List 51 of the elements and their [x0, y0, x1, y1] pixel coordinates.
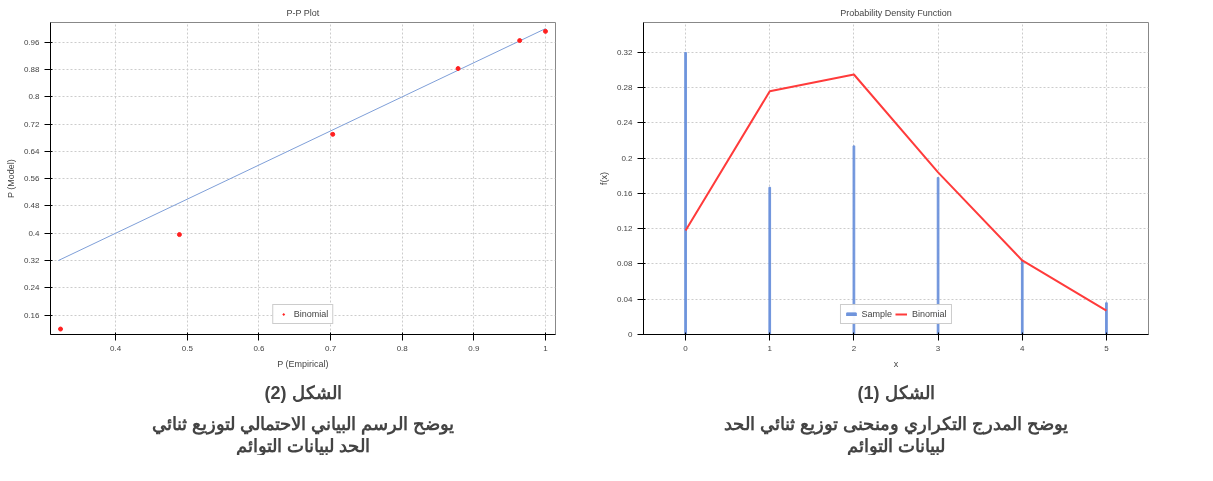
x-tick-label: 4 [1020, 343, 1026, 353]
y-tick-label: 0.32 [616, 47, 634, 57]
y-tick-label: 0.64 [23, 146, 41, 156]
point [517, 38, 523, 44]
y-tick-label: 0.2 [621, 153, 634, 163]
x-tick-label: 0.7 [325, 343, 337, 353]
y-tick-label: 0.72 [23, 119, 41, 129]
y-tick-label: 0.04 [616, 294, 634, 304]
y-axis-title: P (Model) [5, 159, 16, 199]
chart-title: P-P Plot [286, 7, 320, 18]
point [58, 326, 64, 332]
line-series [684, 73, 1108, 312]
y-axis-title: f(x) [598, 172, 609, 185]
y-tick-label: 0.8 [28, 92, 41, 102]
point [455, 66, 461, 72]
x-tick-label: 0.6 [253, 343, 266, 353]
x-tick-label: 3 [935, 343, 941, 353]
x-axis-title: P (Empirical) [277, 358, 329, 369]
x-tick-label: 0.9 [468, 343, 480, 353]
point [176, 232, 182, 238]
y-tick-label: 0.32 [23, 256, 41, 266]
chart-title: Probability Density Function [840, 7, 952, 18]
legend-label: Sample [861, 309, 892, 319]
text: الشكل (1) [857, 382, 935, 403]
y-tick-label: 0.16 [616, 188, 634, 198]
y-tick-label: 0.56 [23, 174, 41, 184]
x-tick-label: 0.5 [181, 343, 194, 353]
y-tick-label: 0.4 [28, 228, 41, 238]
point [542, 28, 548, 34]
y-tick-label: 0.48 [23, 201, 41, 211]
x-tick-label: 2 [851, 343, 857, 353]
y-tick-label: 0 [628, 330, 634, 339]
x-tick-label: 5 [1104, 343, 1110, 353]
legend-label: Binomial [912, 309, 947, 319]
x-tick-label: 0.8 [396, 343, 409, 353]
y-tick-label: 0.24 [23, 283, 41, 293]
y-tick-label: 0.24 [616, 118, 634, 128]
y-tick-label: 0.12 [616, 224, 634, 234]
y-tick-label: 0.08 [616, 259, 634, 269]
x-tick-label: 1 [767, 343, 773, 353]
x-axis-title: x [893, 358, 899, 369]
x-tick-label: 0 [683, 343, 689, 353]
y-tick-label: 0.96 [23, 37, 41, 47]
legend-label: Binomial [293, 309, 329, 319]
text: الشكل (2) [264, 382, 342, 403]
y-tick-label: 0.16 [23, 310, 41, 320]
y-tick-label: 0.28 [616, 83, 634, 93]
y-tick-label: 0.88 [23, 65, 41, 75]
x-tick-label: 1 [543, 343, 549, 353]
x-tick-label: 0.4 [110, 343, 122, 353]
point [330, 131, 336, 137]
